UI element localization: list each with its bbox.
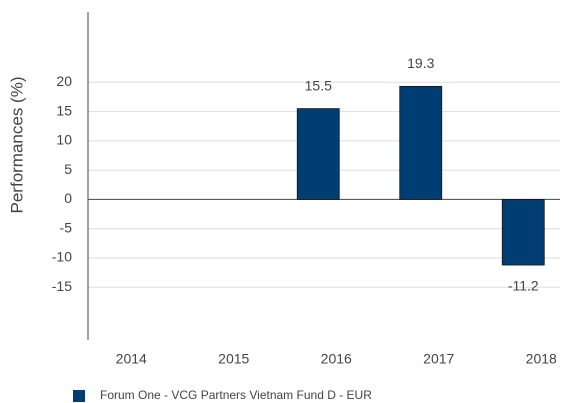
- data-label: -11.2: [508, 278, 539, 294]
- x-tick-label: 2015: [218, 351, 249, 367]
- data-label: 19.3: [407, 55, 434, 71]
- y-tick-label: 5: [64, 161, 72, 177]
- y-tick-label: 20: [56, 73, 72, 89]
- legend-swatch: [73, 390, 85, 402]
- bar: [296, 108, 340, 200]
- y-tick-label: -5: [60, 219, 73, 235]
- data-label: 15.5: [305, 77, 332, 93]
- bar: [501, 199, 545, 266]
- x-tick-label: 2017: [423, 351, 454, 367]
- bar: [399, 85, 443, 200]
- y-tick-label: -15: [52, 278, 72, 294]
- y-tick-label: 10: [56, 132, 72, 148]
- y-tick-label: -10: [52, 249, 72, 265]
- y-tick-label: 0: [64, 190, 72, 206]
- x-tick-label: 2014: [116, 351, 147, 367]
- y-axis-label: Performances (%): [7, 77, 26, 214]
- legend-label: Forum One - VCG Partners Vietnam Fund D …: [100, 388, 372, 402]
- y-tick-label: 15: [56, 102, 72, 118]
- x-tick-label: 2016: [321, 351, 352, 367]
- x-tick-label: 2018: [526, 351, 557, 367]
